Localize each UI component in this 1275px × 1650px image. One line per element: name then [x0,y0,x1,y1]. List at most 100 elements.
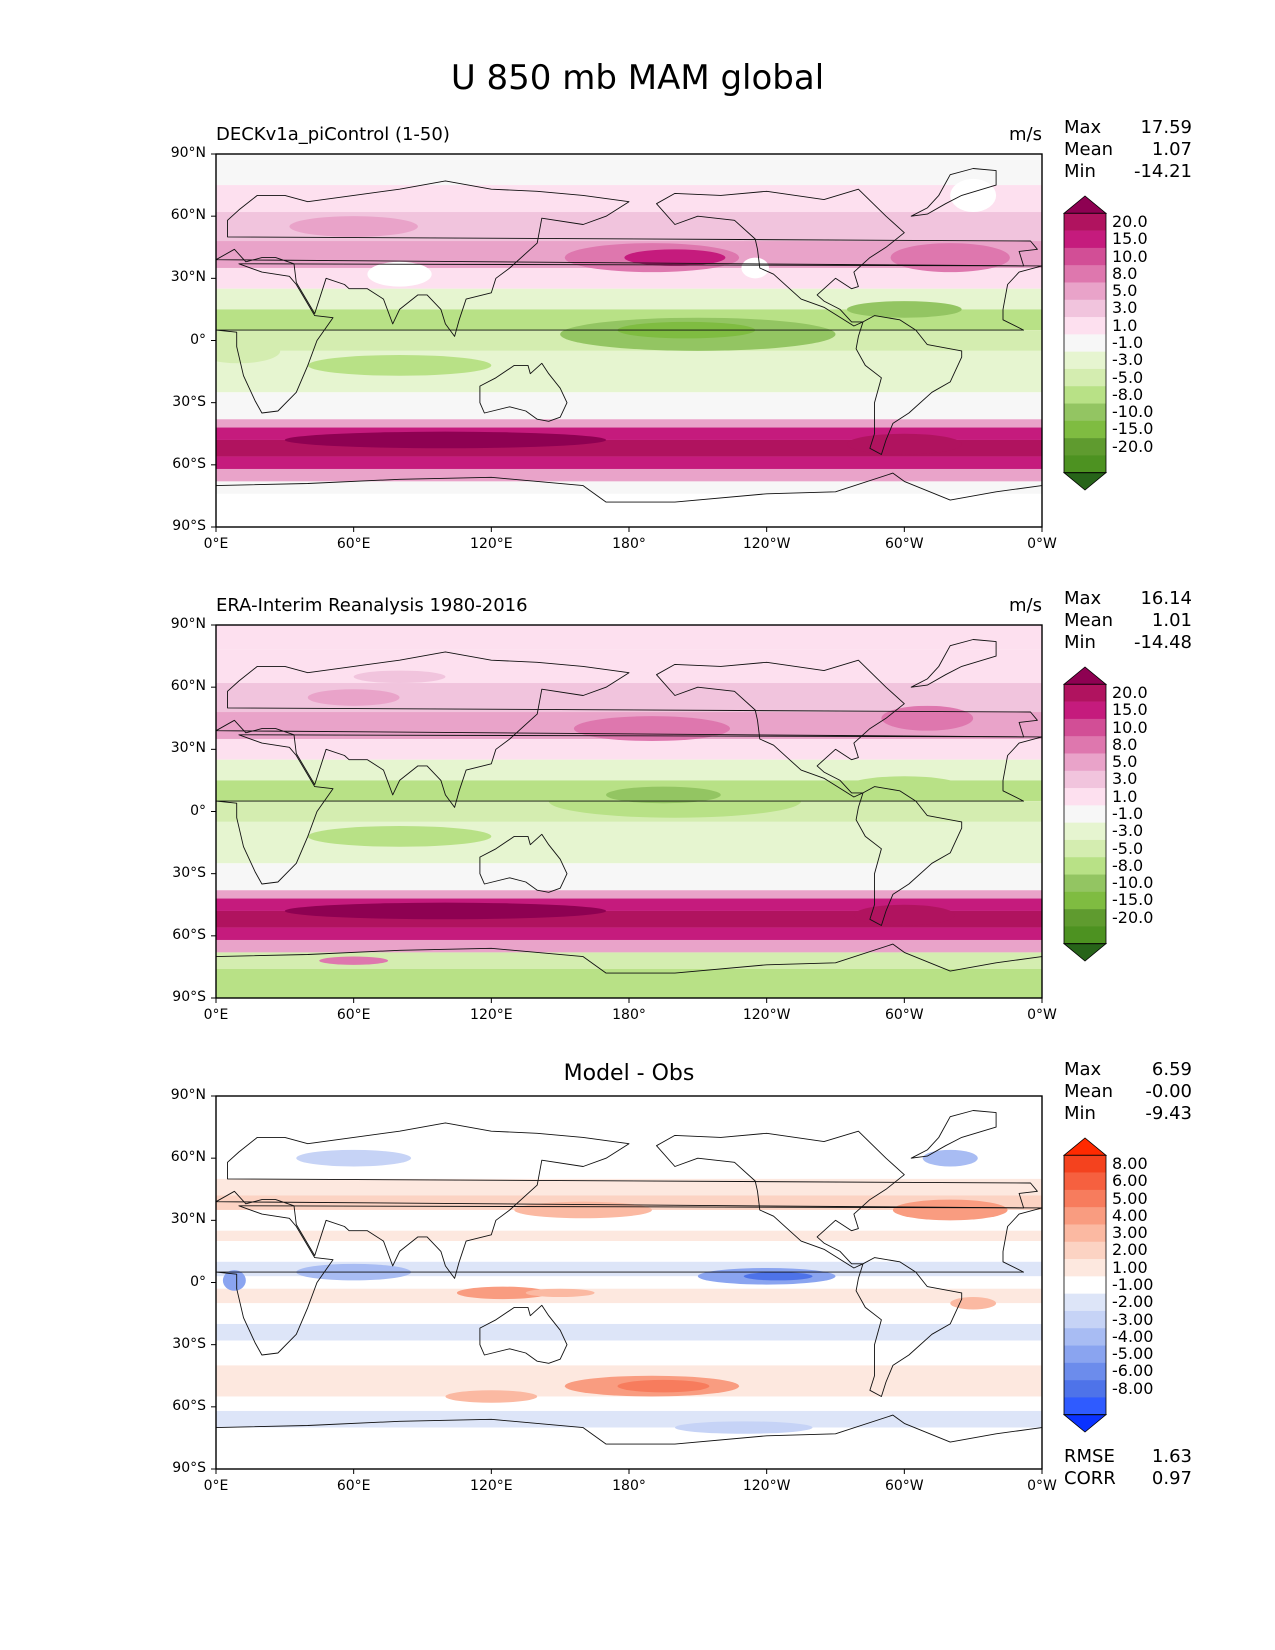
colorbar-swatch [1064,822,1106,841]
colorbar-extend-top [1062,1137,1108,1156]
colorbar-swatch [1064,857,1106,875]
stats-box-model: Max 17.59 Mean 1.07 Min -14.21 [1064,117,1192,183]
contour-feature [741,257,769,279]
contour-band [216,1276,1042,1289]
contour-feature [892,1199,1008,1221]
stat-label: Mean [1064,1081,1114,1102]
y-tick-label: 0° [190,331,206,348]
colorbar-label: 8.0 [1112,263,1138,283]
x-tick-label: 60°W [884,1007,924,1023]
colorbar-label: -3.00 [1112,1309,1154,1329]
panel-title-diff: Model - Obs [563,1061,695,1086]
map-panel-diff [211,1095,1108,1474]
stat-label: Max [1064,588,1102,609]
colorbar-label: 8.0 [1112,734,1138,754]
y-tick-label: 60°S [172,455,206,472]
coastline-south-america [855,786,963,926]
contour-band [216,1209,1042,1231]
colorbar-swatch [1064,1328,1106,1346]
colorbar-label: 15.0 [1112,700,1148,720]
contour-band [216,1288,1042,1304]
colorbar-label: -8.0 [1112,855,1144,875]
y-tick-label: 90°S [172,1460,206,1476]
stats-box-obs: Max 16.14 Mean 1.01 Min -14.48 [1064,588,1192,654]
colorbar-swatch [1064,909,1106,927]
contour-band [216,759,1042,781]
contour-band [216,1178,1042,1196]
coastline-africa [216,263,1042,414]
contour-band [216,968,1042,998]
colorbar-swatch [1064,874,1106,893]
stat-value: 1.01 [1151,610,1192,631]
colorbar-swatch [1064,299,1106,318]
colorbar-swatch [1064,265,1106,283]
contour-feature [743,1272,813,1281]
contour-feature [881,705,974,731]
colorbar-swatch [1064,1362,1106,1381]
coastline-antarctica [216,472,1042,527]
x-tick-label: 60°E [336,1478,371,1494]
contour-band [216,738,1042,760]
rmse-value: 1.63 [1151,1446,1192,1467]
colorbar-frame [1063,1154,1107,1416]
colorbar-label: 20.0 [1112,682,1148,702]
colorbar-label: 5.0 [1112,281,1138,301]
panel-title-model: DECKv1a_piControl (1-50) [216,124,450,145]
contour-feature [222,1270,246,1291]
coastline-north-america [656,1130,905,1269]
contour-feature [296,1149,412,1167]
y-tick-label: 60°N [170,678,206,695]
colorbar-label: 20.0 [1112,211,1148,231]
contour-feature [456,1286,549,1300]
colorbar-label: 3.00 [1112,1223,1148,1243]
colorbar-label: -1.0 [1112,804,1144,823]
stat-label: Max [1064,1059,1102,1080]
contour-feature [445,1390,538,1403]
coastline-north-america [656,659,905,798]
colorbar-swatch [1064,805,1106,823]
colorbar-label: -4.00 [1112,1326,1154,1346]
y-tick-label: 60°S [172,926,206,943]
coastline-eurasia [216,180,1038,337]
colorbar-label: 5.00 [1112,1188,1148,1208]
stat-value: -14.21 [1133,161,1192,182]
colorbar-label: -5.0 [1112,838,1144,858]
colorbar-extend-bottom [1062,943,1108,962]
map-field [216,625,1042,998]
colorbar-label: 3.0 [1112,769,1138,789]
contour-band [216,863,1042,891]
contour-band [216,1261,1042,1277]
stat-label: Max [1064,117,1102,138]
colorbar-label: -2.00 [1112,1292,1154,1312]
contour-band [216,939,1042,953]
colorbar-label: 1.0 [1112,315,1138,335]
colorbar-swatch [1064,1345,1106,1364]
colorbar-label: -3.0 [1112,821,1144,841]
colorbar-swatch [1064,438,1106,456]
colorbar-label: -10.0 [1112,402,1154,422]
colorbar-swatch [1064,1172,1106,1191]
contour-feature [284,902,607,920]
stat-value: 1.07 [1151,139,1192,160]
colorbar-swatch [1064,839,1106,858]
colorbar-label: -6.00 [1112,1361,1154,1381]
colorbar-extend-bottom [1062,472,1108,491]
colorbar-swatch [1064,1397,1106,1416]
contour-band [216,419,1042,428]
colorbar-swatch [1064,368,1106,387]
coastline-australia [479,362,568,422]
rmse-label: RMSE [1064,1446,1115,1467]
colorbar [1062,1137,1108,1433]
colorbar-label: 4.00 [1112,1205,1148,1225]
colorbar-label: 2.00 [1112,1240,1148,1260]
contour-feature [846,301,962,318]
colorbar-swatch [1064,1207,1106,1225]
contour-band [216,456,1042,469]
units-label-model: m/s [1009,124,1042,145]
colorbar-extend-top [1062,666,1108,685]
contour-band [216,288,1042,310]
x-tick-label: 60°E [336,1007,371,1023]
colorbar-swatch [1064,788,1106,806]
contour-feature [307,355,492,376]
